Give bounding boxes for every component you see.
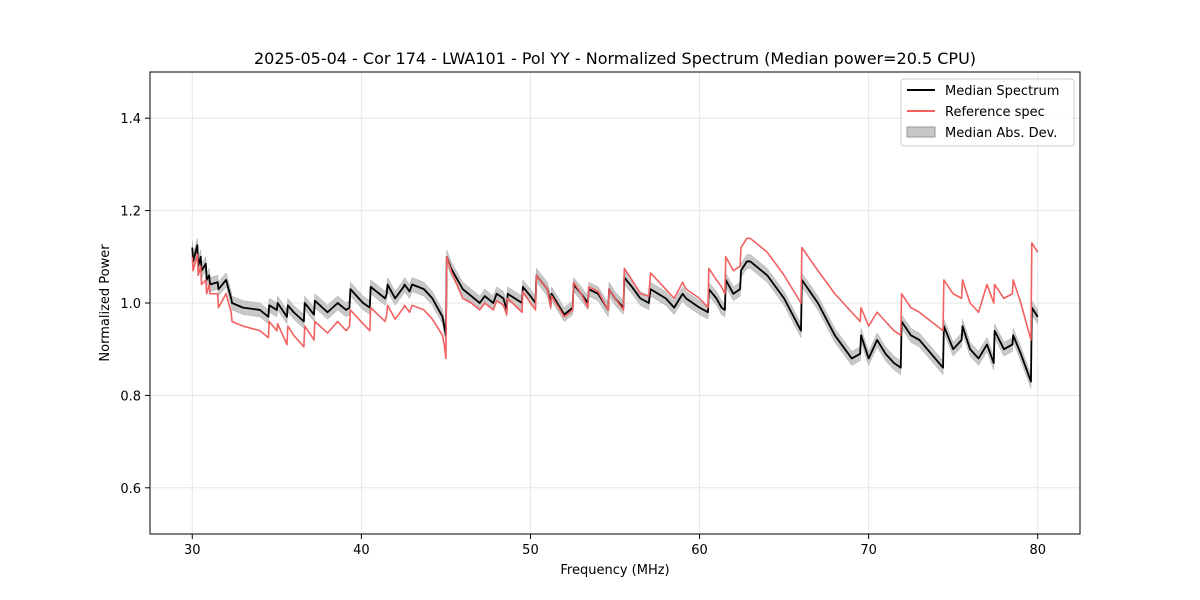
- y-tick-label: 1.0: [120, 297, 141, 312]
- legend-box: [900, 78, 1075, 147]
- x-tick-label: 50: [522, 543, 539, 558]
- y-tick-label: 1.2: [120, 205, 141, 220]
- x-tick-label: 60: [691, 543, 708, 558]
- chart-title: 2025-05-04 - Cor 174 - LWA101 - Pol YY -…: [254, 49, 976, 68]
- x-tick-label: 40: [353, 543, 370, 558]
- x-tick-label: 70: [860, 543, 877, 558]
- y-tick-label: 0.6: [120, 482, 141, 497]
- series-layer: [191, 237, 1039, 383]
- legend-mad-label: Median Abs. Dev.: [945, 126, 1057, 141]
- mad-band-layer: [192, 238, 1038, 389]
- legend-mad-swatch: [906, 126, 936, 138]
- median-spectrum-line: [191, 244, 1039, 383]
- legend: Median Spectrum Reference spec Median Ab…: [900, 78, 1075, 147]
- legend-median-label: Median Spectrum: [945, 84, 1059, 99]
- x-axis-label: Frequency (MHz): [560, 563, 669, 578]
- y-axis-label: Normalized Power: [98, 244, 113, 362]
- y-tick-label: 1.4: [120, 112, 141, 127]
- x-tick-label: 30: [184, 543, 201, 558]
- x-tick-label: 80: [1029, 543, 1046, 558]
- legend-reference-label: Reference spec: [945, 105, 1045, 120]
- axis-ticks: 30 40 50 60 70 80 0.6 0.8 1.0 1.2 1.4: [120, 112, 1046, 558]
- reference-spectrum-line: [191, 237, 1039, 360]
- y-tick-label: 0.8: [120, 389, 141, 404]
- mad-band: [192, 238, 1038, 389]
